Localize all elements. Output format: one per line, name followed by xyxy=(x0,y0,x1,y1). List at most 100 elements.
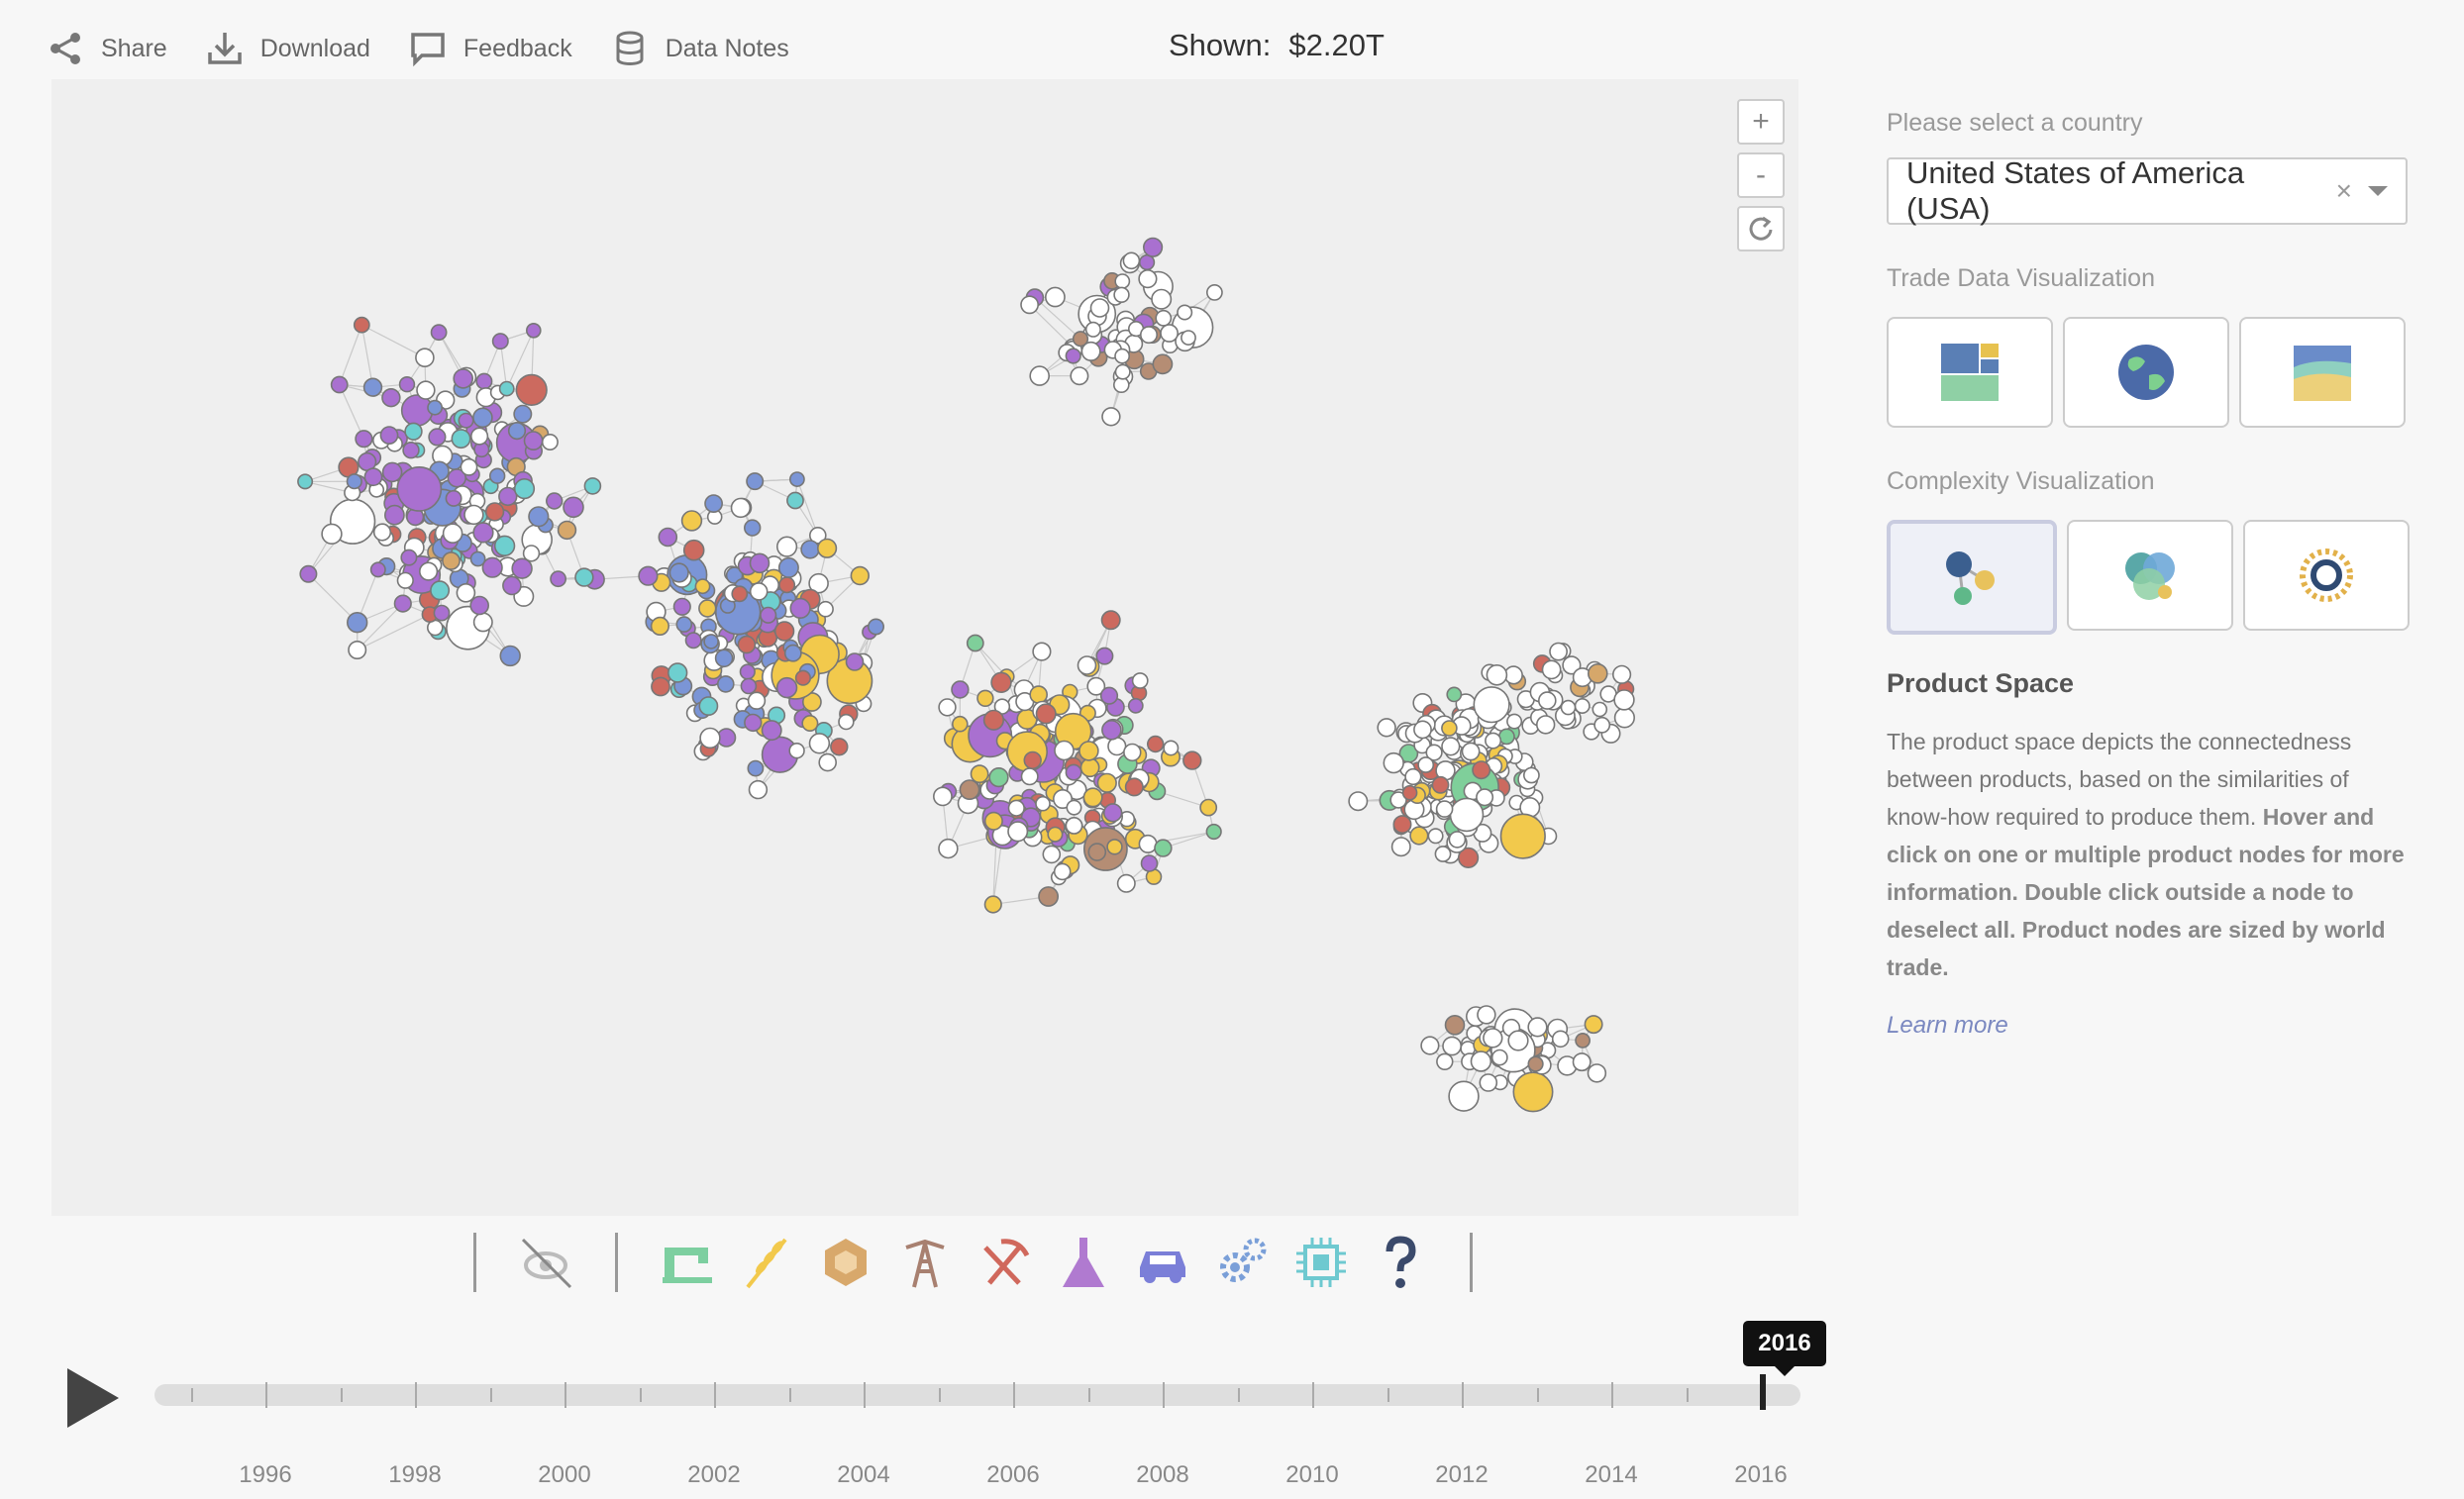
product-node[interactable] xyxy=(1070,366,1089,386)
product-node[interactable] xyxy=(1182,750,1202,770)
product-node[interactable] xyxy=(1082,787,1103,808)
product-node[interactable] xyxy=(775,536,798,557)
timeline-year-label[interactable]: 2010 xyxy=(1285,1461,1339,1488)
product-node[interactable] xyxy=(1114,273,1131,289)
product-node[interactable] xyxy=(507,422,527,441)
product-node[interactable] xyxy=(1506,713,1523,730)
product-node[interactable] xyxy=(684,632,702,650)
product-node[interactable] xyxy=(1498,728,1515,746)
product-node[interactable] xyxy=(541,433,559,450)
product-node[interactable] xyxy=(484,502,505,522)
product-node[interactable] xyxy=(528,506,550,528)
product-node[interactable] xyxy=(1047,826,1064,843)
product-node[interactable] xyxy=(1124,777,1144,797)
product-node[interactable] xyxy=(800,540,820,559)
product-node[interactable] xyxy=(1560,699,1577,716)
product-node[interactable] xyxy=(369,561,386,578)
product-node[interactable] xyxy=(1154,839,1173,857)
product-node[interactable] xyxy=(1512,1071,1554,1113)
product-node[interactable] xyxy=(1065,817,1083,835)
product-node[interactable] xyxy=(353,316,370,334)
product-node[interactable] xyxy=(1477,1005,1496,1025)
product-node[interactable] xyxy=(1485,732,1502,750)
product-node[interactable] xyxy=(557,520,577,541)
product-node[interactable] xyxy=(1541,659,1562,680)
product-node[interactable] xyxy=(1476,788,1494,807)
product-node[interactable] xyxy=(1389,791,1407,809)
product-node[interactable] xyxy=(481,556,503,578)
product-node[interactable] xyxy=(1420,1036,1440,1055)
product-node[interactable] xyxy=(456,582,476,603)
product-node[interactable] xyxy=(1113,286,1130,304)
share-button[interactable]: Share xyxy=(46,29,167,68)
product-node[interactable] xyxy=(760,606,777,624)
timeline-year-label[interactable]: 2008 xyxy=(1136,1461,1189,1488)
product-node[interactable] xyxy=(801,714,819,732)
product-node[interactable] xyxy=(511,557,533,579)
product-node[interactable] xyxy=(1038,886,1060,907)
product-node[interactable] xyxy=(850,565,870,586)
product-node[interactable] xyxy=(1431,775,1450,794)
product-node[interactable] xyxy=(1427,828,1444,845)
product-node[interactable] xyxy=(749,552,770,574)
product-node[interactable] xyxy=(1181,330,1196,346)
product-node[interactable] xyxy=(638,565,659,586)
product-node[interactable] xyxy=(1146,735,1165,753)
product-node[interactable] xyxy=(1562,655,1582,675)
product-node[interactable] xyxy=(867,618,884,636)
product-node[interactable] xyxy=(1442,1036,1463,1056)
product-node[interactable] xyxy=(472,612,493,633)
product-node[interactable] xyxy=(1053,862,1072,881)
product-node[interactable] xyxy=(398,376,416,393)
product-node[interactable] xyxy=(1066,799,1082,816)
product-node[interactable] xyxy=(933,786,953,807)
product-node[interactable] xyxy=(1087,843,1107,861)
timeline-year-label[interactable]: 2014 xyxy=(1585,1461,1638,1488)
zoom-in-button[interactable]: + xyxy=(1737,99,1785,145)
product-node[interactable] xyxy=(731,585,749,603)
product-node[interactable] xyxy=(1470,1050,1492,1072)
product-node[interactable] xyxy=(976,689,994,707)
product-node[interactable] xyxy=(938,698,957,717)
product-node[interactable] xyxy=(550,570,566,588)
product-node[interactable] xyxy=(1413,720,1432,740)
product-node[interactable] xyxy=(1448,831,1467,849)
product-node[interactable] xyxy=(794,669,812,686)
product-node[interactable] xyxy=(818,752,838,772)
category-vehicles[interactable] xyxy=(1129,1229,1196,1296)
product-node[interactable] xyxy=(1163,740,1180,756)
treemap-button[interactable] xyxy=(1887,317,2053,428)
feasibility-button[interactable] xyxy=(2067,520,2233,631)
product-node[interactable] xyxy=(1152,353,1174,375)
timeline-year-label[interactable]: 2006 xyxy=(986,1461,1040,1488)
product-node[interactable] xyxy=(699,727,721,750)
product-node[interactable] xyxy=(1127,697,1144,714)
product-node[interactable] xyxy=(1023,750,1042,770)
product-node[interactable] xyxy=(988,766,1009,788)
product-node[interactable] xyxy=(1527,1055,1544,1072)
product-node[interactable] xyxy=(1613,689,1635,711)
product-node[interactable] xyxy=(430,580,451,601)
product-node[interactable] xyxy=(1549,642,1569,661)
product-node[interactable] xyxy=(1100,610,1121,631)
product-node[interactable] xyxy=(1155,309,1173,327)
timeline-slider[interactable] xyxy=(154,1382,1800,1408)
product-node[interactable] xyxy=(1444,1014,1466,1036)
product-node[interactable] xyxy=(1138,834,1158,853)
clear-icon[interactable]: × xyxy=(2335,175,2352,206)
stacked-area-button[interactable] xyxy=(2239,317,2406,428)
product-node[interactable] xyxy=(346,473,362,490)
product-node[interactable] xyxy=(675,616,693,633)
product-node[interactable] xyxy=(716,675,735,693)
product-node[interactable] xyxy=(1029,365,1051,386)
product-node[interactable] xyxy=(1199,798,1218,817)
category-machinery[interactable] xyxy=(1208,1229,1276,1296)
product-node[interactable] xyxy=(650,616,670,637)
product-node[interactable] xyxy=(1020,295,1040,315)
product-node[interactable] xyxy=(372,523,392,542)
product-node[interactable] xyxy=(1101,719,1122,741)
product-node[interactable] xyxy=(990,671,1012,693)
product-node[interactable] xyxy=(739,663,756,680)
product-node[interactable] xyxy=(773,621,795,642)
product-node[interactable] xyxy=(789,471,805,487)
